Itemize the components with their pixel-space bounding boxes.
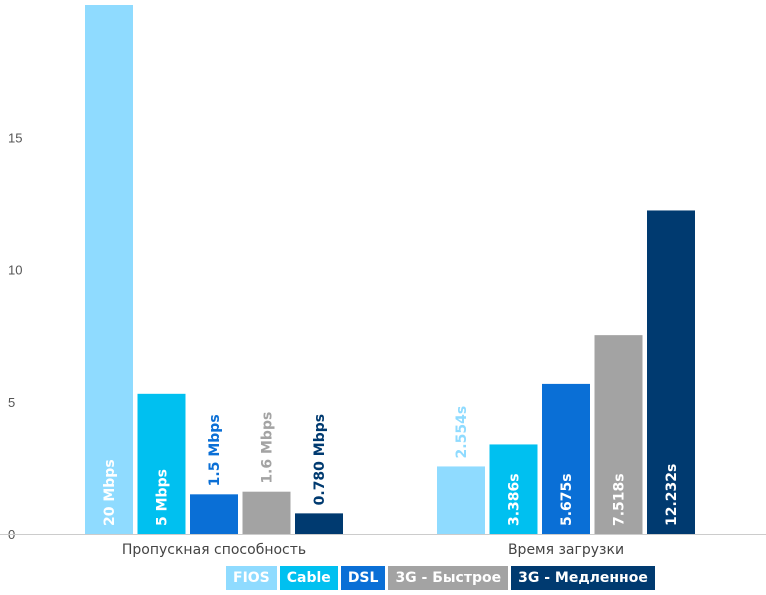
bar-value-label: 20 Mbps — [102, 459, 118, 526]
bar — [437, 466, 485, 534]
bar — [542, 383, 590, 534]
bar — [647, 210, 695, 534]
bar — [190, 494, 238, 534]
bar-value-label: 1.5 Mbps — [207, 414, 223, 486]
bar — [85, 5, 133, 534]
bar-value-label: 0.780 Mbps — [312, 414, 328, 505]
legend-item[interactable]: 3G - Быстрое — [388, 566, 509, 590]
bar — [594, 335, 643, 534]
bar-value-label: 1.6 Mbps — [260, 412, 276, 484]
x-category-label: Пропускная способность — [122, 542, 306, 558]
bar — [295, 513, 343, 534]
y-tick-label: 5 — [8, 395, 15, 410]
legend-item[interactable]: Cable — [279, 566, 338, 590]
bar-value-label: 5.675s — [559, 473, 575, 526]
bar — [242, 491, 291, 534]
y-tick-label: 10 — [8, 263, 22, 278]
bar-value-label: 3.386s — [507, 473, 523, 526]
bar-value-label: 5 Mbps — [155, 469, 171, 526]
legend-item[interactable]: DSL — [340, 566, 386, 590]
bar-value-label: 7.518s — [612, 473, 628, 526]
bar — [137, 393, 186, 534]
y-tick-label: 15 — [8, 130, 22, 145]
bar-value-label: 12.232s — [664, 464, 680, 526]
x-category-label: Время загрузки — [508, 542, 624, 558]
bar — [489, 444, 538, 534]
bar-value-label: 2.554s — [454, 406, 470, 459]
legend-item[interactable]: FIOS — [226, 566, 277, 590]
legend: FIOS Cable DSL 3G - Быстрое 3G - Медленное — [226, 566, 655, 590]
legend-item[interactable]: 3G - Медленное — [511, 566, 655, 590]
